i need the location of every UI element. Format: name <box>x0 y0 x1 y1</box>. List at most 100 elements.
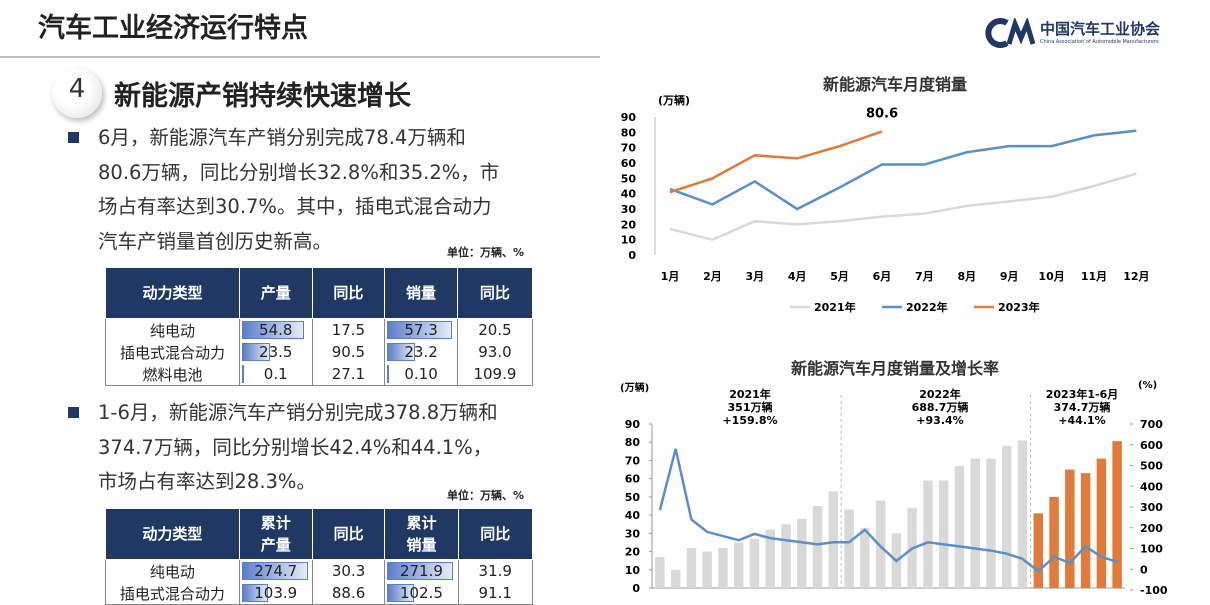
bar <box>655 557 665 588</box>
bar <box>702 551 712 588</box>
bar <box>1112 441 1122 588</box>
annotation: 2021年 <box>729 387 771 401</box>
y-tick-label: 50 <box>621 172 637 185</box>
table-cell: 17.5 <box>311 318 385 341</box>
legend-label: 2023年 <box>998 300 1040 314</box>
logo-text: 中国汽车工业协会 <box>1040 20 1161 38</box>
header-cell: 销量 <box>384 267 458 319</box>
y-tick-label: 10 <box>621 234 637 247</box>
y-tick-label: 0 <box>632 582 640 595</box>
annotation: +93.4% <box>916 414 963 427</box>
table-cell: 30.3 <box>311 559 385 582</box>
x-tick-label: 4月 <box>788 270 807 283</box>
cell-text: 纯电动 <box>149 562 195 581</box>
bullet-line: 80.6万辆，同比分别增长32.8%和35.2%，市 <box>98 160 500 184</box>
x-tick-label: 1月 <box>661 270 680 283</box>
logo-english: China Association of Automobile Manufact… <box>1040 39 1159 45</box>
legend-label: 2022年 <box>906 300 948 314</box>
bar <box>923 480 933 588</box>
bullet-square <box>68 132 79 143</box>
header-cell: 同比 <box>456 267 534 319</box>
y-tick-label: 50 <box>625 491 641 504</box>
cell-text: 17.5 <box>331 321 366 339</box>
bar <box>860 527 870 588</box>
y-tick-label: 80 <box>621 126 637 139</box>
annotation: 688.7万辆 <box>912 400 969 414</box>
bar <box>812 506 823 588</box>
header-cell: 动力类型 <box>105 267 240 319</box>
x-tick-label: 10月 <box>1038 270 1064 283</box>
header-cell: 同比 <box>311 508 386 560</box>
table-cell: 103.9 <box>238 582 313 605</box>
y2-tick-label: 600 <box>1140 439 1163 452</box>
chart-title: 新能源汽车月度销量及增长率 <box>791 359 999 378</box>
x-tick-label: 9月 <box>1000 270 1019 283</box>
table-cell: 燃料电池 <box>105 363 240 386</box>
data-table: 动力类型 产量 同比 销量 同比 纯电动 54.8 17.5 57.3 20.5 插电式混合动力 23… <box>105 267 534 386</box>
table-cell: 93.0 <box>456 341 533 363</box>
y-axis-label: (万辆) <box>658 93 690 107</box>
y-tick-label: 30 <box>625 527 641 540</box>
bar <box>1002 445 1012 588</box>
y-tick-label: 80 <box>625 436 641 449</box>
bar <box>938 480 949 588</box>
series-line <box>669 172 1137 241</box>
table-cell: 271.9 <box>384 559 459 582</box>
bar <box>954 465 965 588</box>
header-cell: 同比 <box>311 267 386 319</box>
bullet-line: 市场占有率达到28.3%。 <box>98 470 316 493</box>
series-line <box>669 130 883 194</box>
bar <box>781 524 791 588</box>
cell-text: 109.9 <box>473 365 517 383</box>
header-cell: 动力类型 <box>105 508 240 560</box>
cell-bar <box>387 365 390 383</box>
table-cell: 插电式混合动力 <box>105 341 240 363</box>
table-row: 插电式混合动力 23.5 90.5 23.2 93.0 <box>105 341 533 363</box>
cell-text: 88.6 <box>331 584 366 602</box>
bar <box>797 518 807 588</box>
bullet-line: 场占有率达到30.7%。其中，插电式混合动力 <box>98 195 492 218</box>
y-tick-label: 20 <box>625 546 641 559</box>
bar <box>670 569 681 588</box>
bullet-line: 374.7万辆，同比分别增长42.4%和44.1%， <box>98 435 493 459</box>
x-tick-label: 7月 <box>915 270 934 283</box>
annotation: +44.1% <box>1058 414 1105 427</box>
cell-text: 103.9 <box>254 584 298 602</box>
bar <box>765 529 775 588</box>
x-tick-label: 6月 <box>873 270 892 283</box>
y2-tick-label: 0 <box>1140 563 1148 576</box>
unit-label: 单位：万辆、% <box>447 246 525 259</box>
section-badge <box>52 68 102 118</box>
table-cell: 纯电动 <box>105 318 240 341</box>
bar <box>1033 513 1044 588</box>
bullet-line: 6月，新能源汽车产销分别完成78.4万辆和 <box>98 126 466 149</box>
cell-text: 燃料电池 <box>142 365 203 384</box>
annotation: +159.8% <box>722 414 777 427</box>
bar <box>970 458 980 588</box>
header-row: 动力类型 产量 同比 销量 同比 <box>105 267 534 319</box>
y-tick-label: 90 <box>621 111 637 124</box>
cell-text: 93.0 <box>478 343 512 361</box>
table-cell: 274.7 <box>238 559 313 582</box>
cell-text: 20.5 <box>478 321 512 339</box>
bar <box>828 491 839 588</box>
line-chart: 新能源汽车月度销量 (万辆) 0 10 20 30 40 50 60 70 80 90 1月 2月 3月 4月… <box>621 75 1150 314</box>
slide-title: 汽车工业经济运行特点 <box>38 13 308 44</box>
table-row: 插电式混合动力 103.9 88.6 102.5 91.1 <box>105 582 533 605</box>
y2-axis-label: (%) <box>1138 380 1157 391</box>
header-row: 动力类型 累计 产量 同比 累计 销量 同比 <box>105 508 534 560</box>
bar <box>1049 496 1059 588</box>
cell-bar <box>387 562 454 580</box>
cell-bar <box>387 321 453 339</box>
series-line <box>669 129 1137 211</box>
table-cell: 102.5 <box>384 582 459 605</box>
table-cell: 57.3 <box>384 318 458 341</box>
cell-text: 271.9 <box>399 562 443 580</box>
cell-bar <box>241 365 245 383</box>
table-cell: 20.5 <box>456 318 533 341</box>
y2-tick-label: 100 <box>1140 543 1163 556</box>
table-cell: 纯电动 <box>105 559 240 582</box>
unit-label: 单位：万辆、% <box>447 489 525 502</box>
cell-text: 23.2 <box>404 343 438 361</box>
section-number: 4 <box>68 74 86 104</box>
